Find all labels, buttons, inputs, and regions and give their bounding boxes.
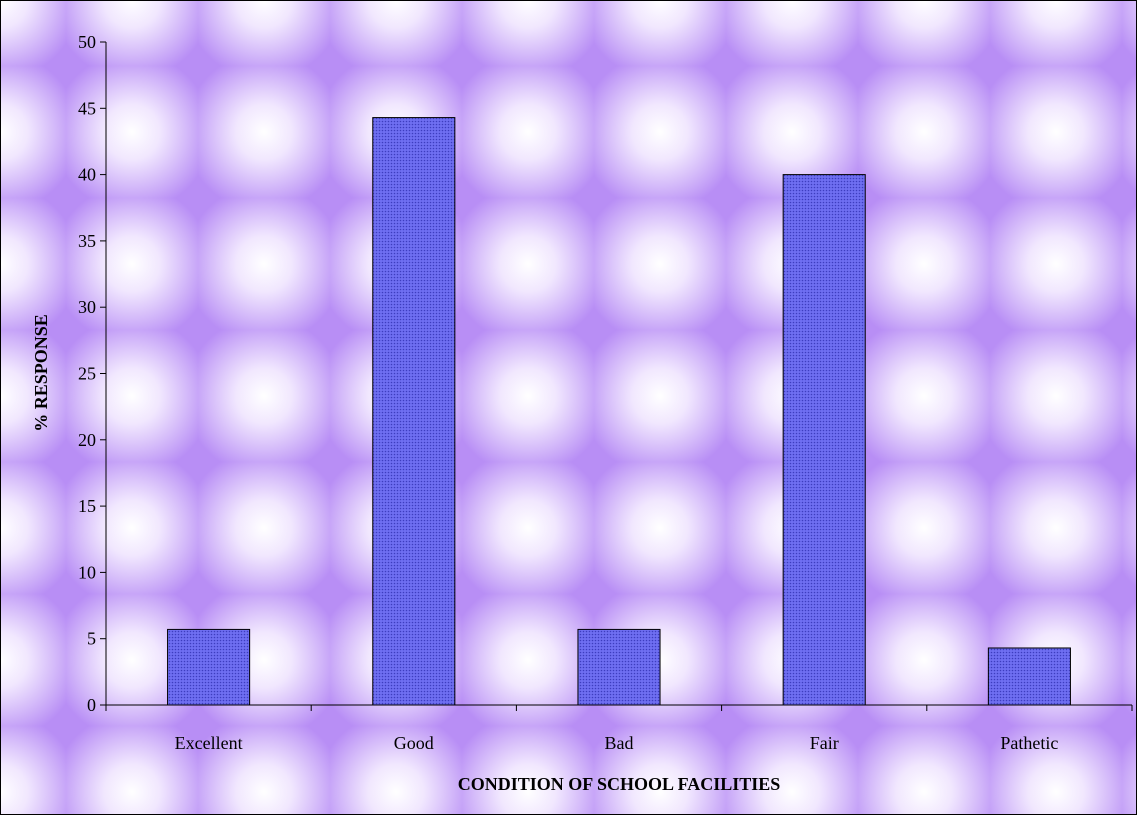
y-tick-label: 25 xyxy=(78,364,96,384)
x-ticks xyxy=(105,705,1133,711)
y-tick-label: 40 xyxy=(78,165,96,185)
bars xyxy=(167,117,1071,706)
x-tick-label: Good xyxy=(394,733,434,753)
y-tick-label: 5 xyxy=(87,629,96,649)
x-tick-label: Excellent xyxy=(175,733,243,753)
y-ticks: 0 5 10 15 20 25 30 35 40 45 50 xyxy=(78,32,106,715)
bar-pathetic xyxy=(987,647,1071,706)
y-tick-label: 15 xyxy=(78,496,96,516)
y-tick-label: 45 xyxy=(78,98,96,118)
bar-bad xyxy=(577,628,661,706)
x-tick-label: Bad xyxy=(605,733,634,753)
x-axis-title: CONDITION OF SCHOOL FACILITIES xyxy=(458,774,781,794)
y-tick-label: 0 xyxy=(87,695,96,715)
y-tick-label: 30 xyxy=(78,297,96,317)
y-tick-label: 20 xyxy=(78,430,96,450)
x-tick-label: Pathetic xyxy=(1000,733,1058,753)
bar-fair xyxy=(782,174,866,706)
y-tick-label: 50 xyxy=(78,32,96,52)
x-tick-labels: Excellent Good Bad Fair Pathetic xyxy=(175,733,1059,753)
bar-good xyxy=(372,117,456,706)
y-tick-label: 10 xyxy=(78,562,96,582)
y-axis-title: % RESPONSE xyxy=(31,314,51,432)
x-tick-label: Fair xyxy=(810,733,839,753)
y-tick-label: 35 xyxy=(78,231,96,251)
bar-excellent xyxy=(167,628,251,706)
